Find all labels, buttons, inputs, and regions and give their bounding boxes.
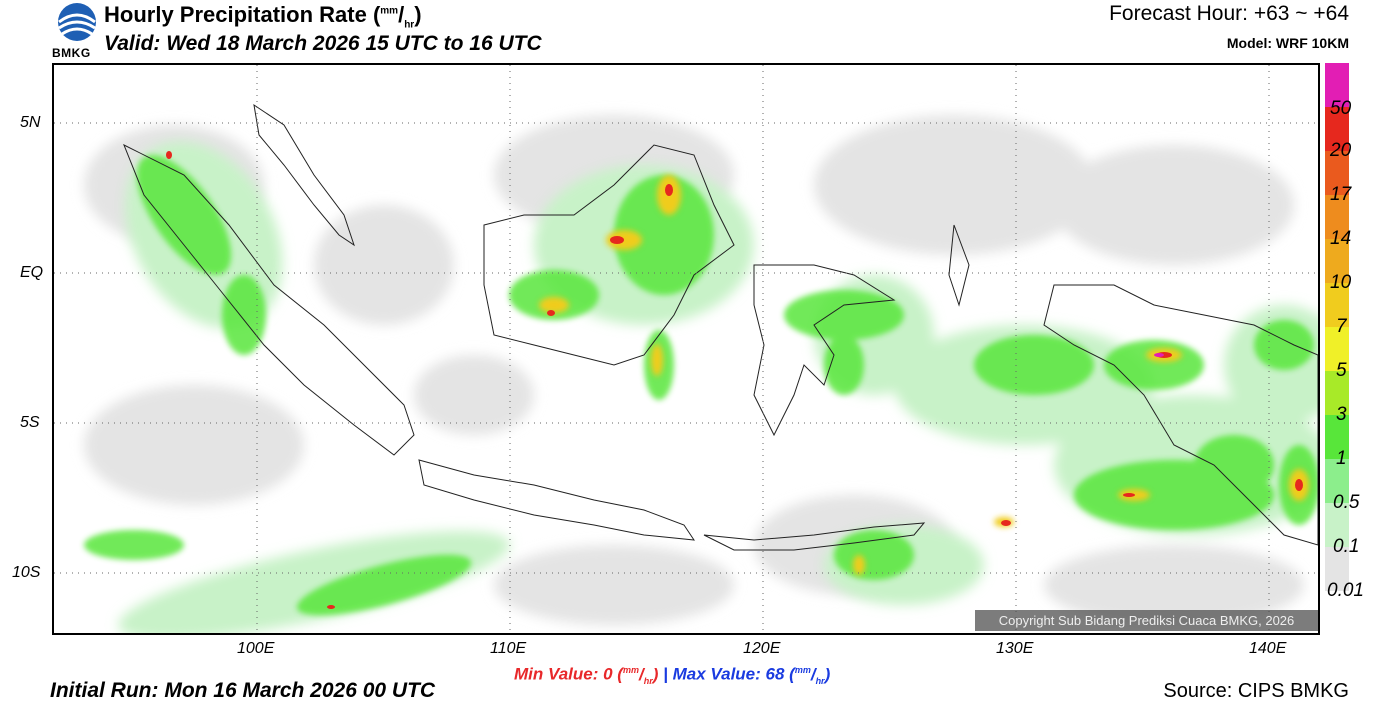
cb-swatch-14 (1325, 195, 1349, 239)
coastlines (123, 103, 1318, 551)
papua-coast (1043, 284, 1318, 546)
cb-label-1: 1 (1336, 448, 1347, 469)
cb-swatch-0-01 (1325, 547, 1349, 591)
cb-label-20: 20 (1330, 140, 1352, 161)
max-unit-close: ) (824, 664, 831, 684)
cb-swatch-5 (1325, 327, 1349, 371)
cb-label-5: 5 (1336, 360, 1347, 381)
max-unit-top: mm (794, 665, 811, 675)
halmahera-coast (948, 224, 970, 307)
lon-tick-120e: 120E (743, 640, 781, 657)
cb-label-50: 50 (1330, 98, 1352, 119)
cb-swatch-1 (1325, 415, 1349, 459)
max-unit-bottom: hr (815, 676, 825, 687)
min-max-separator: | (663, 664, 668, 684)
heavy-rain-layer (539, 175, 1309, 575)
cb-swatch-3 (1325, 371, 1349, 415)
precipitation-map: Copyright Sub Bidang Prediksi Cuaca BMKG… (52, 63, 1320, 635)
cb-label-14: 14 (1330, 228, 1352, 249)
cb-label-0-1: 0.1 (1333, 536, 1360, 557)
borneo-coast (483, 144, 735, 366)
cb-swatch-50 (1325, 63, 1349, 107)
lat-tick-eq: EQ (20, 264, 44, 281)
map-canvas (54, 65, 1318, 633)
lesser-sunda-coast (703, 522, 926, 551)
logo-text: BMKG (52, 46, 91, 60)
java-coast (418, 459, 696, 541)
title-close: ) (414, 2, 422, 27)
min-unit-close: ) (652, 664, 659, 684)
cb-swatch-17 (1325, 151, 1349, 195)
title-text: Hourly Precipitation Rate ( (104, 2, 381, 27)
cb-swatch-7 (1325, 283, 1349, 327)
max-value-label: Max Value: 68 ( (672, 664, 795, 684)
cb-label-10: 10 (1330, 272, 1352, 293)
sumatra-coast (123, 143, 415, 456)
cb-label-3: 3 (1336, 404, 1347, 425)
min-unit-top: mm (622, 665, 639, 675)
model-name: Model: WRF 10KM (1226, 35, 1349, 51)
lat-tick-5n: 5N (20, 114, 41, 131)
lat-tick-5s: 5S (20, 414, 40, 431)
malay-coast (253, 103, 355, 247)
lon-tick-110e: 110E (490, 640, 527, 657)
colorbar (1325, 63, 1349, 591)
cb-swatch-20 (1325, 107, 1349, 151)
min-unit-bottom: hr (643, 676, 653, 687)
copyright-notice: Copyright Sub Bidang Prediksi Cuaca BMKG… (975, 610, 1318, 631)
cb-label-17: 17 (1330, 184, 1352, 205)
min-unit-sep: / (638, 664, 644, 684)
min-value-label: Min Value: 0 ( (514, 664, 623, 684)
title-unit-bottom: hr (404, 19, 415, 31)
source-credit: Source: CIPS BMKG (1163, 680, 1349, 702)
valid-time: Valid: Wed 18 March 2026 15 UTC to 16 UT… (104, 32, 542, 55)
bmkg-logo-icon (58, 3, 96, 41)
lon-tick-140e: 140E (1249, 640, 1287, 657)
lat-tick-10s: 10S (12, 564, 41, 581)
sulawesi-coast (753, 264, 896, 437)
extreme-rain-layer (1154, 353, 1164, 357)
min-max-values: Min Value: 0 (mm/hr) | Max Value: 68 (mm… (514, 661, 830, 688)
cb-swatch-0-5 (1325, 459, 1349, 503)
title-unit-sep: / (398, 2, 405, 27)
page-title: Hourly Precipitation Rate (mm/hr) (104, 2, 422, 30)
initial-run: Initial Run: Mon 16 March 2026 00 UTC (50, 679, 436, 702)
cb-label-0-5: 0.5 (1333, 492, 1360, 513)
bmkg-logo (54, 2, 100, 46)
cb-label-7: 7 (1336, 316, 1347, 337)
graticule (54, 65, 1318, 633)
max-unit-sep: / (810, 664, 816, 684)
title-unit-top: mm (380, 5, 399, 17)
lon-tick-100e: 100E (237, 640, 275, 657)
lon-tick-130e: 130E (996, 640, 1034, 657)
cb-swatch-0-1 (1325, 503, 1349, 547)
cb-label-0-01: 0.01 (1327, 580, 1364, 601)
forecast-hour: Forecast Hour: +63 ~ +64 (1109, 2, 1349, 25)
cb-swatch-10 (1325, 239, 1349, 283)
